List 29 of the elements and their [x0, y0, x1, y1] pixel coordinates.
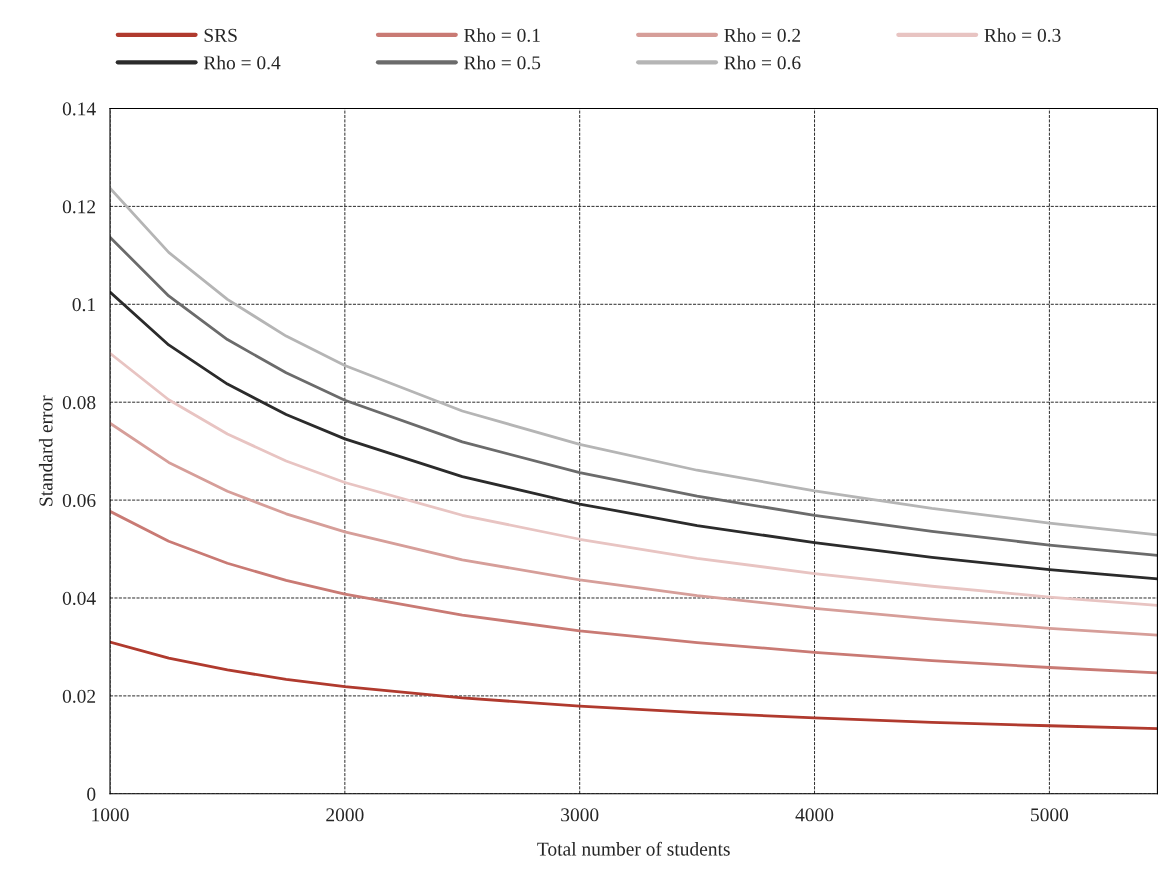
- legend-label: Rho = 0.5: [464, 55, 541, 70]
- y-tick-label: 0: [87, 787, 96, 801]
- y-tick-label: 0.04: [62, 591, 96, 606]
- y-tick-label: 0.1: [72, 298, 95, 312]
- x-tick-label: 3000: [561, 808, 599, 822]
- line-series: [110, 509, 1158, 675]
- legend-label: Rho = 0.1: [464, 28, 540, 42]
- y-tick-label: 0.02: [62, 689, 96, 703]
- y-tick-label: 0.08: [62, 396, 96, 410]
- x-axis-title: Total number of students: [537, 841, 730, 856]
- x-tick-label: 5000: [1031, 808, 1069, 822]
- legend-label: SRS: [204, 28, 237, 42]
- y-tick-label: 0.06: [62, 493, 96, 508]
- y-axis-title: Standard error: [38, 395, 53, 506]
- legend-label: Rho = 0.3: [984, 28, 1061, 42]
- legend-label: Rho = 0.2: [724, 28, 801, 42]
- legend-label: Rho = 0.4: [203, 55, 281, 70]
- x-tick-label: 1000: [92, 808, 129, 822]
- y-tick-label: 0.14: [62, 102, 96, 116]
- line-series: [110, 421, 1158, 637]
- line-series: [110, 351, 1158, 607]
- line-series: [110, 186, 1158, 537]
- line-series: [110, 235, 1158, 557]
- line-series: [110, 290, 1158, 581]
- x-tick-label: 4000: [795, 808, 834, 822]
- y-tick-label: 0.12: [62, 200, 96, 214]
- legend-label: Rho = 0.6: [724, 55, 801, 70]
- line-series: [110, 640, 1158, 731]
- x-tick-label: 2000: [326, 808, 364, 822]
